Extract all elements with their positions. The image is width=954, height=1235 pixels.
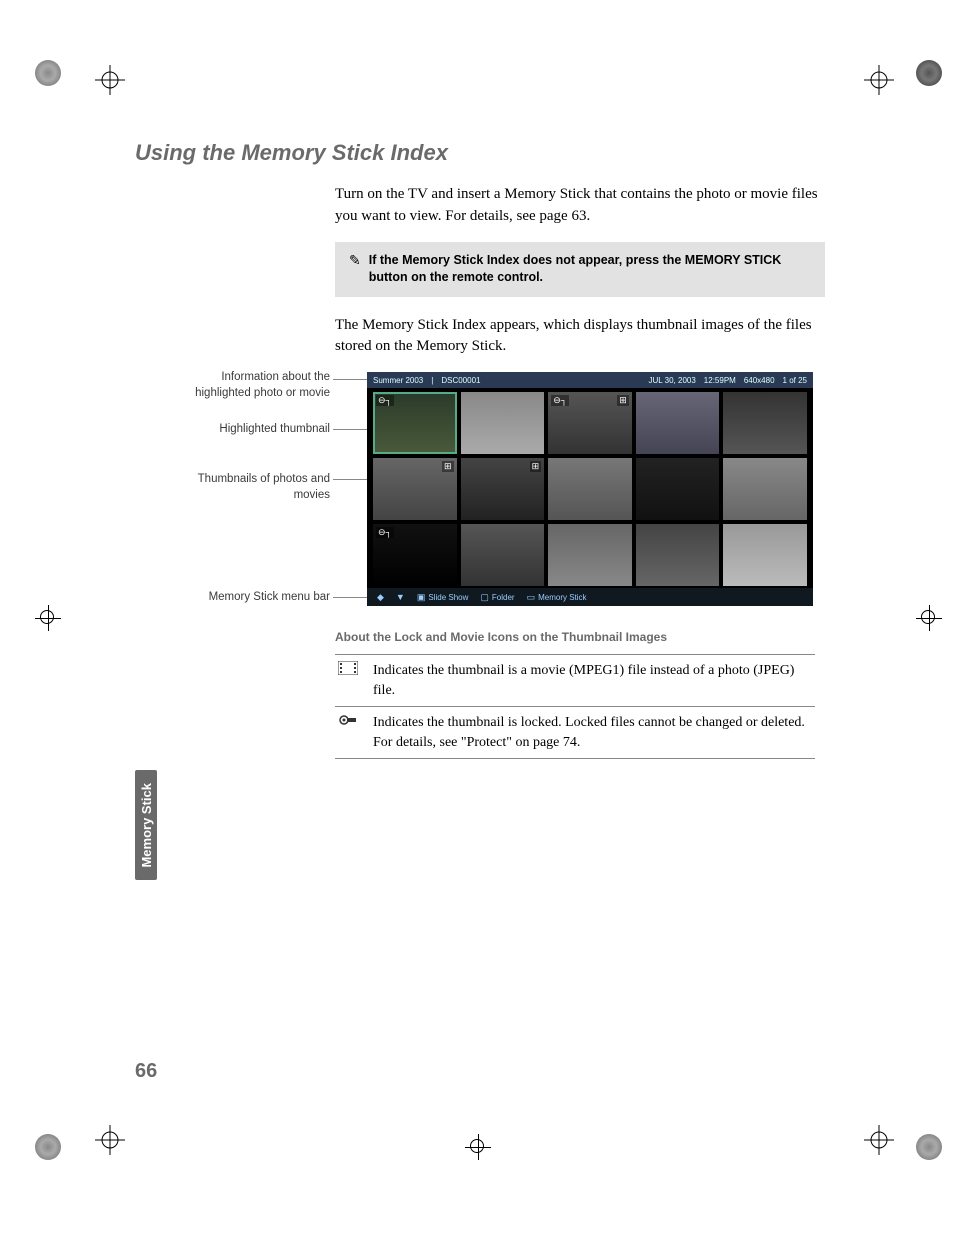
icon-legend-table: Indicates the thumbnail is a movie (MPEG… — [335, 654, 815, 759]
icon-legend-row: Indicates the thumbnail is locked. Locke… — [335, 707, 815, 759]
thumbnail — [636, 524, 720, 586]
thumbnail — [723, 458, 807, 520]
movie-overlay-icon: ⊞ — [617, 395, 629, 406]
callout-line — [333, 479, 367, 480]
thumbnail: ⊖┐ ⊞ — [548, 392, 632, 454]
header-date: JUL 30, 2003 — [649, 376, 696, 385]
callout-menubar: Memory Stick menu bar — [135, 590, 330, 606]
note-text: If the Memory Stick Index does not appea… — [369, 252, 811, 287]
lock-overlay-icon: ⊖┐ — [376, 527, 394, 538]
registration-mark — [916, 60, 942, 86]
note-box: ✎ If the Memory Stick Index does not app… — [335, 242, 825, 297]
header-filename: DSC00001 — [441, 376, 480, 385]
header-time: 12:59PM — [704, 376, 736, 385]
movie-file-icon — [335, 661, 361, 700]
movie-overlay-icon: ⊞ — [530, 461, 542, 472]
thumbnail — [548, 458, 632, 520]
crop-mark-icon — [864, 65, 894, 95]
sub-heading: About the Lock and Movie Icons on the Th… — [335, 630, 825, 644]
lock-overlay-icon: ⊖┐ — [376, 395, 394, 406]
registration-mark — [35, 1134, 61, 1160]
menubar-memorystick: ▭Memory Stick — [527, 592, 587, 603]
icon-legend-row: Indicates the thumbnail is a movie (MPEG… — [335, 655, 815, 707]
callout-info: Information about thehighlighted photo o… — [135, 370, 330, 401]
note-icon: ✎ — [349, 253, 361, 270]
callout-line — [333, 379, 367, 380]
lock-icon — [335, 713, 361, 752]
crop-target-icon — [35, 605, 61, 631]
callout-highlight: Highlighted thumbnail — [135, 422, 330, 438]
page-number: 66 — [135, 1060, 157, 1083]
crop-mark-icon — [95, 65, 125, 95]
callout-thumbs: Thumbnails of photos andmovies — [135, 472, 330, 503]
thumbnail: ⊞ — [373, 458, 457, 520]
thumbnail — [723, 392, 807, 454]
memory-stick-index-screenshot: Summer 2003 | DSC00001 JUL 30, 2003 12:5… — [367, 372, 813, 606]
thumbnail — [636, 458, 720, 520]
movie-overlay-icon: ⊞ — [442, 461, 454, 472]
thumbnail — [636, 392, 720, 454]
thumbnail: ⊖┐ — [373, 524, 457, 586]
callout-line — [333, 429, 367, 430]
intro-paragraph: Turn on the TV and insert a Memory Stick… — [335, 184, 825, 228]
thumbnail — [548, 524, 632, 586]
crop-target-icon — [916, 605, 942, 631]
side-tab: Memory Stick — [135, 770, 157, 880]
thumbnail-grid: ⊖┐ ⊖┐ ⊞ ⊞ ⊞ ⊖┐ — [367, 388, 813, 590]
thumbnail: ⊞ — [461, 458, 545, 520]
menubar-nav-icon: ◆ — [377, 592, 384, 603]
crop-mark-icon — [864, 1125, 894, 1155]
icon-legend-desc: Indicates the thumbnail is locked. Locke… — [373, 713, 815, 752]
screenshot-menubar: ◆ ▼ ▣Slide Show ▢Folder ▭Memory Stick — [367, 588, 813, 606]
section-title: Using the Memory Stick Index — [135, 140, 825, 166]
screenshot-header: Summer 2003 | DSC00001 JUL 30, 2003 12:5… — [367, 372, 813, 388]
menubar-slideshow: ▣Slide Show — [417, 592, 469, 603]
icon-legend-desc: Indicates the thumbnail is a movie (MPEG… — [373, 661, 815, 700]
thumbnail-selected: ⊖┐ — [373, 392, 457, 454]
crop-mark-icon — [95, 1125, 125, 1155]
header-separator: | — [431, 376, 433, 385]
side-tab-label: Memory Stick — [139, 783, 154, 868]
lock-overlay-icon: ⊖┐ — [551, 395, 569, 406]
registration-mark — [35, 60, 61, 86]
menubar-folder: ▢Folder — [480, 592, 514, 603]
thumbnail — [461, 524, 545, 586]
figure-diagram: Information about thehighlighted photo o… — [135, 372, 825, 612]
thumbnail — [723, 524, 807, 586]
menubar-select-icon: ▼ — [396, 592, 405, 602]
callout-line — [333, 597, 367, 598]
thumbnail — [461, 392, 545, 454]
page-content: Using the Memory Stick Index Turn on the… — [135, 140, 825, 759]
header-counter: 1 of 25 — [783, 376, 807, 385]
header-dimensions: 640x480 — [744, 376, 775, 385]
body-paragraph: The Memory Stick Index appears, which di… — [335, 315, 825, 359]
header-folder: Summer 2003 — [373, 376, 423, 385]
crop-target-icon — [465, 1134, 491, 1160]
registration-mark — [916, 1134, 942, 1160]
